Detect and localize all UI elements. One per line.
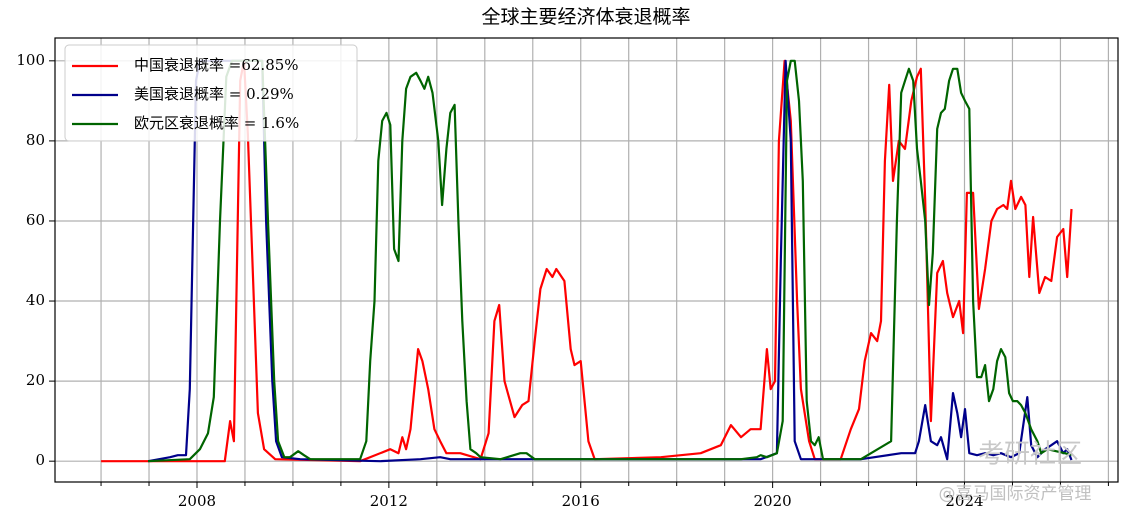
y-tick-label: 60 xyxy=(26,211,45,229)
legend-box xyxy=(64,44,358,142)
y-tick-label: 40 xyxy=(26,291,45,309)
x-tick-label: 2008 xyxy=(178,492,216,510)
watermark: 考研社区 xyxy=(978,440,1082,470)
x-tick-label: 2020 xyxy=(754,492,792,510)
x-tick-label: 2024 xyxy=(945,492,983,510)
y-tick-label: 0 xyxy=(35,451,45,469)
watermark: @喜马国际资产管理 xyxy=(939,484,1092,504)
x-tick-label: 2012 xyxy=(370,492,408,510)
plot-area: 2008 2012 2016 2020 2024 0 20 40 60 80 100 xyxy=(16,37,1119,510)
legend-label: 欧元区衰退概率 = 1.6% xyxy=(134,114,299,132)
y-tick-label: 80 xyxy=(26,131,45,149)
series-line xyxy=(147,59,1073,463)
plot-frame xyxy=(54,37,1119,483)
y-tick-label: 100 xyxy=(16,51,45,69)
y-tick-label: 20 xyxy=(26,371,45,389)
legend-label: 美国衰退概率 = 0.29% xyxy=(134,85,294,103)
series-line xyxy=(101,59,1073,463)
series-line xyxy=(148,59,1072,463)
legend-label: 中国衰退概率 =62.85% xyxy=(134,56,299,74)
legend: 中国衰退概率 =62.85% 美国衰退概率 = 0.29% 欧元区衰退概率 = 1.… xyxy=(64,44,358,142)
chart-title: 全球主要经济体衰退概率 xyxy=(481,6,690,28)
x-tick-label: 2016 xyxy=(562,492,600,510)
